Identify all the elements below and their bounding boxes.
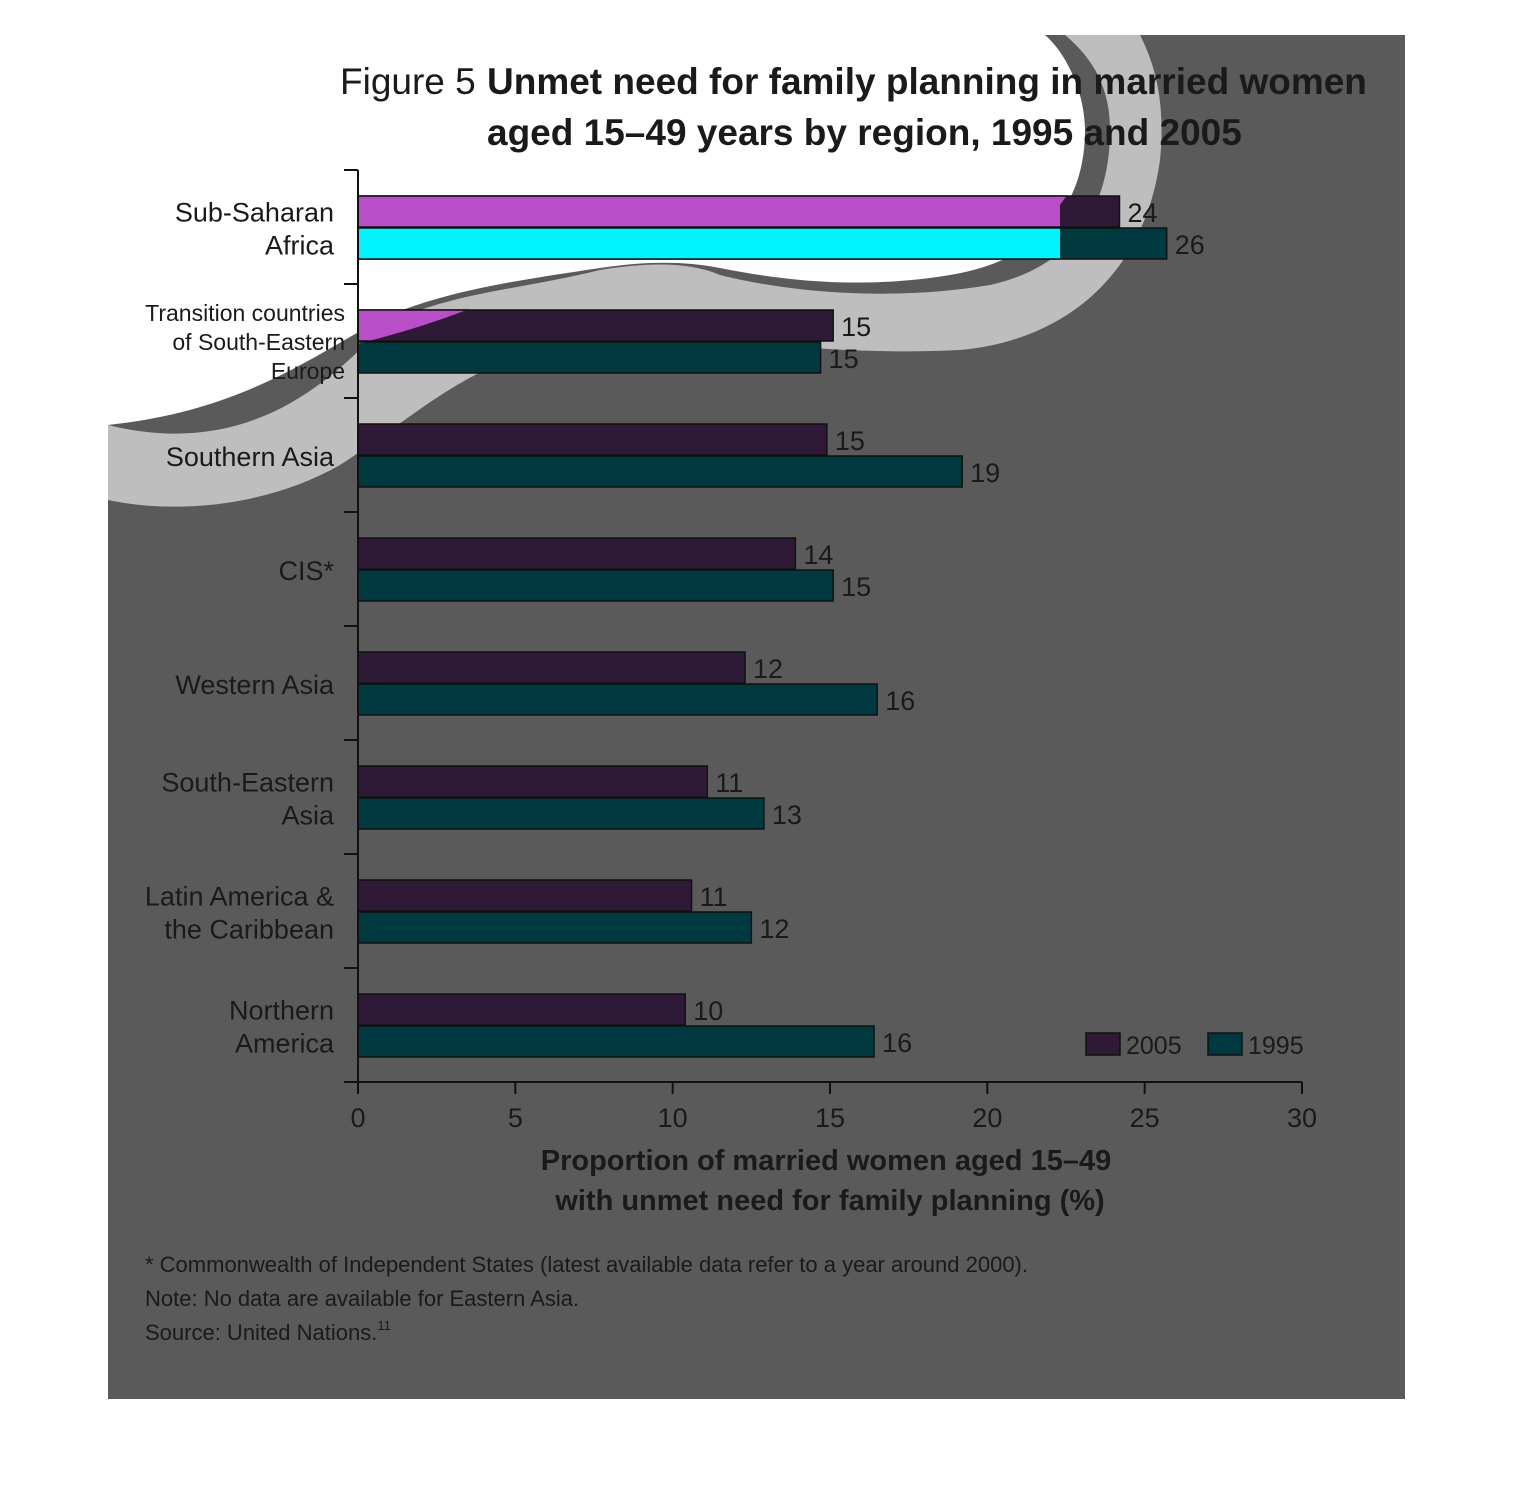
bar-2005-3	[357, 537, 797, 570]
bar-1995-5	[357, 797, 765, 830]
value-label-1995-5: 13	[772, 800, 802, 830]
legend-swatch-2005	[1085, 1032, 1121, 1056]
category-label-5-0: South-Eastern	[161, 768, 334, 798]
x-tick-label-6: 30	[1287, 1103, 1317, 1133]
chart-title-line-1: Unmet need for family planning in marrie…	[487, 61, 1367, 102]
category-label-0-1: Africa	[265, 231, 335, 261]
value-label-2005-6: 11	[700, 882, 728, 912]
legend: 2005 1995	[1085, 1032, 1304, 1060]
value-label-2005-5: 11	[715, 768, 743, 798]
value-label-1995-0: 26	[1175, 230, 1205, 260]
bar-1995-6	[357, 911, 753, 944]
category-label-7-0: Northern	[229, 996, 334, 1026]
x-tick-label-2: 10	[658, 1103, 688, 1133]
value-label-2005-3: 14	[803, 540, 833, 570]
x-axis-label-line-1: Proportion of married women aged 15–49	[541, 1145, 1111, 1177]
bar-1995-4	[357, 683, 878, 716]
bar-1995-1	[357, 341, 822, 374]
chart-title-line-2: aged 15–49 years by region, 1995 and 200…	[487, 112, 1242, 153]
x-tick-label-4: 20	[972, 1103, 1002, 1133]
value-label-1995-3: 15	[841, 572, 871, 602]
footnote-cis: * Commonwealth of Independent States (la…	[145, 1252, 1028, 1277]
x-tick-label-0: 0	[350, 1103, 365, 1133]
bar-2005-6	[357, 879, 693, 912]
bar-1995-3	[357, 569, 834, 602]
legend-label-2005: 2005	[1126, 1032, 1182, 1060]
category-label-0-0: Sub-Saharan	[175, 198, 334, 228]
legend-label-1995: 1995	[1248, 1032, 1304, 1060]
source-text: Source: United Nations.	[145, 1320, 377, 1345]
category-label-4-0: Western Asia	[175, 670, 335, 700]
bar-2005-7	[357, 993, 687, 1026]
bar-2005-5	[357, 765, 709, 798]
axes: 0 5 10 15 20 25 30	[344, 169, 1317, 1133]
bar-highlight-1995-0	[357, 227, 1085, 260]
value-label-2005-2: 15	[835, 426, 865, 456]
category-label-6-0: Latin America &	[145, 882, 334, 912]
category-label-5-1: Asia	[281, 801, 335, 831]
value-label-1995-1: 15	[829, 344, 859, 374]
category-label-7-1: America	[235, 1029, 335, 1059]
footnote-source: Source: United Nations.11	[145, 1318, 391, 1345]
category-label-1-1: of South-Eastern	[172, 329, 345, 355]
value-label-2005-0: 24	[1127, 198, 1157, 228]
value-label-1995-4: 16	[885, 686, 915, 716]
value-label-1995-7: 16	[882, 1028, 912, 1058]
bar-1995-2	[357, 455, 963, 488]
value-label-2005-4: 12	[753, 654, 783, 684]
x-tick-label-5: 25	[1130, 1103, 1160, 1133]
value-label-2005-1: 15	[841, 312, 871, 342]
x-axis-label-line-2: with unmet need for family planning (%)	[554, 1185, 1104, 1217]
bar-2005-2	[357, 423, 828, 456]
figure-prefix: Figure 5	[340, 61, 476, 102]
value-label-2005-7: 10	[693, 996, 723, 1026]
x-tick-label-1: 5	[508, 1103, 523, 1133]
bar-highlight-2005-0	[357, 195, 1085, 228]
category-label-3-0: CIS*	[278, 556, 334, 586]
footnote-eastern-asia: Note: No data are available for Eastern …	[145, 1286, 579, 1311]
legend-swatch-1995	[1207, 1032, 1243, 1056]
category-label-6-1: the Caribbean	[164, 915, 334, 945]
source-superscript: 11	[377, 1318, 391, 1333]
value-label-1995-2: 19	[970, 458, 1000, 488]
category-label-1-2: Europe	[271, 358, 345, 384]
value-label-1995-6: 12	[759, 914, 789, 944]
category-label-1-0: Transition countries	[145, 300, 345, 326]
bar-1995-7	[357, 1025, 875, 1058]
category-label-2-0: Southern Asia	[166, 442, 335, 472]
bar-2005-4	[357, 651, 746, 684]
x-tick-label-3: 15	[815, 1103, 845, 1133]
